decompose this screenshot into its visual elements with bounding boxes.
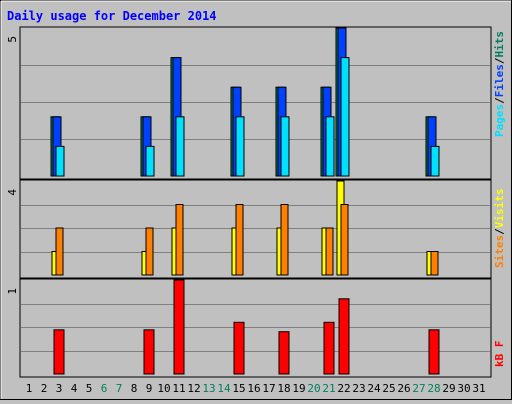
bars-group <box>50 27 440 375</box>
x-tick-label: 21 <box>322 382 335 395</box>
bar-sites <box>325 227 334 276</box>
bar-kbytes <box>428 329 440 375</box>
x-tick-label: 20 <box>307 382 320 395</box>
legend-sites-visits: Sites/Visits <box>493 189 506 269</box>
x-tick-label: 1 <box>26 382 33 395</box>
bar-pages <box>430 145 440 177</box>
x-tick-label: 22 <box>337 382 350 395</box>
x-tick-label: 18 <box>277 382 290 395</box>
x-tick-label: 16 <box>247 382 260 395</box>
legend-kbytes: kB F <box>493 341 506 368</box>
bar-sites <box>340 204 349 276</box>
panel1-ymax-label: 5 <box>6 36 19 43</box>
legend-item: Sites <box>493 235 506 268</box>
legend-item: kB F <box>493 341 506 368</box>
bar-pages <box>325 116 335 177</box>
legend-item: Visits <box>493 189 506 229</box>
x-tick-label: 9 <box>146 382 153 395</box>
x-tick-label: 6 <box>101 382 108 395</box>
panel2-ymax-label: 4 <box>6 189 19 196</box>
panel3-ymax-label: 1 <box>6 288 19 295</box>
legend-item: Pages <box>493 104 506 137</box>
x-tick-label: 4 <box>71 382 78 395</box>
bar-sites <box>145 227 154 276</box>
x-tick-label: 14 <box>217 382 231 395</box>
x-tick-label: 8 <box>131 382 138 395</box>
x-tick-label: 12 <box>187 382 200 395</box>
x-tick-label: 2 <box>41 382 48 395</box>
legend-item: Files <box>493 64 506 97</box>
x-tick-label: 24 <box>367 382 381 395</box>
bar-kbytes <box>338 298 350 375</box>
x-tick-label: 27 <box>412 382 425 395</box>
x-tick-label: 28 <box>427 382 440 395</box>
x-tick-label: 26 <box>397 382 410 395</box>
chart-title: Daily usage for December 2014 <box>7 9 217 23</box>
x-tick-label: 30 <box>457 382 470 395</box>
x-tick-label: 11 <box>172 382 185 395</box>
x-tick-label: 17 <box>262 382 275 395</box>
x-tick-label: 31 <box>472 382 485 395</box>
legend-pages-files-hits: Pages/Files/Hits <box>493 31 506 137</box>
bar-kbytes <box>173 279 185 375</box>
legend-item: Hits <box>493 31 506 58</box>
bar-pages <box>55 145 65 177</box>
bar-pages <box>235 116 245 177</box>
bar-pages <box>280 116 290 177</box>
x-axis-labels: 1 2 3 4 5 6 7 8 9 10 11 12 13 14 15 16 17 18 19 20 21 22 23 24 2… <box>26 382 486 395</box>
bar-kbytes <box>53 329 65 375</box>
x-tick-label: 3 <box>56 382 63 395</box>
bar-pages <box>175 116 185 177</box>
bar-sites <box>55 227 64 276</box>
x-tick-label: 15 <box>232 382 245 395</box>
bar-kbytes <box>323 321 335 375</box>
x-tick-label: 5 <box>86 382 93 395</box>
bar-sites <box>235 204 244 276</box>
bar-sites <box>430 251 439 276</box>
bar-pages <box>340 57 350 177</box>
gridlines <box>21 65 490 352</box>
x-tick-label: 10 <box>157 382 170 395</box>
bar-kbytes <box>278 331 290 375</box>
legend-item: / <box>493 228 506 235</box>
x-tick-label: 29 <box>442 382 455 395</box>
x-tick-label: 19 <box>292 382 305 395</box>
x-tick-label: 7 <box>116 382 123 395</box>
bar-sites <box>280 204 289 276</box>
bar-kbytes <box>233 321 245 375</box>
bar-sites <box>175 204 184 276</box>
bar-kbytes <box>143 329 155 375</box>
x-tick-label: 23 <box>352 382 365 395</box>
legend-item: / <box>493 97 506 104</box>
x-tick-label: 25 <box>382 382 395 395</box>
legend-item: / <box>493 57 506 64</box>
bar-pages <box>145 145 155 177</box>
x-tick-label: 13 <box>202 382 215 395</box>
